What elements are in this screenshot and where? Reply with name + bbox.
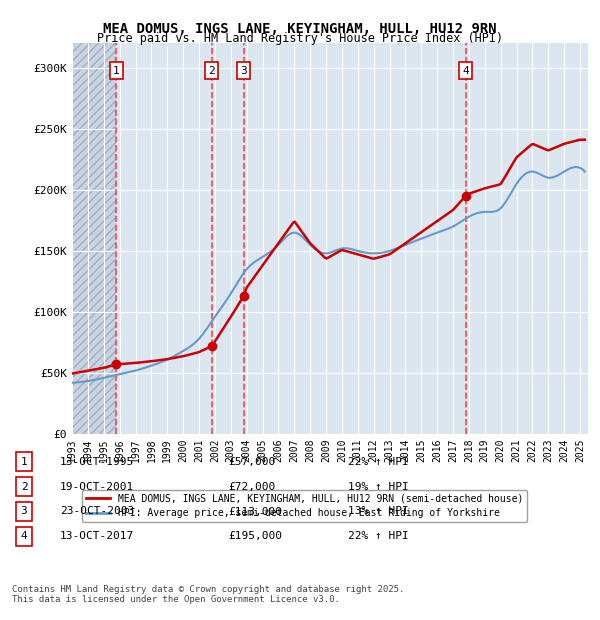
Text: 1: 1 <box>20 457 28 467</box>
Text: 4: 4 <box>20 531 28 541</box>
Text: MEA DOMUS, INGS LANE, KEYINGHAM, HULL, HU12 9RN: MEA DOMUS, INGS LANE, KEYINGHAM, HULL, H… <box>103 22 497 36</box>
Text: 2: 2 <box>20 482 28 492</box>
Text: Contains HM Land Registry data © Crown copyright and database right 2025.
This d: Contains HM Land Registry data © Crown c… <box>12 585 404 604</box>
Legend: MEA DOMUS, INGS LANE, KEYINGHAM, HULL, HU12 9RN (semi-detached house), HPI: Aver: MEA DOMUS, INGS LANE, KEYINGHAM, HULL, H… <box>82 490 527 522</box>
Text: £113,000: £113,000 <box>228 507 282 516</box>
Text: 13% ↑ HPI: 13% ↑ HPI <box>348 507 409 516</box>
Text: 19-OCT-2001: 19-OCT-2001 <box>60 482 134 492</box>
Bar <box>72 43 116 434</box>
Text: 22% ↑ HPI: 22% ↑ HPI <box>348 457 409 467</box>
Text: Price paid vs. HM Land Registry's House Price Index (HPI): Price paid vs. HM Land Registry's House … <box>97 32 503 45</box>
Text: 1: 1 <box>113 66 119 76</box>
Text: 3: 3 <box>240 66 247 76</box>
Text: 3: 3 <box>20 507 28 516</box>
Text: £57,000: £57,000 <box>228 457 275 467</box>
Text: £72,000: £72,000 <box>228 482 275 492</box>
Text: 22% ↑ HPI: 22% ↑ HPI <box>348 531 409 541</box>
Text: £195,000: £195,000 <box>228 531 282 541</box>
Text: 13-OCT-2017: 13-OCT-2017 <box>60 531 134 541</box>
Text: 13-OCT-1995: 13-OCT-1995 <box>60 457 134 467</box>
Text: 23-OCT-2003: 23-OCT-2003 <box>60 507 134 516</box>
Text: 4: 4 <box>462 66 469 76</box>
Text: 2: 2 <box>208 66 215 76</box>
Text: 19% ↑ HPI: 19% ↑ HPI <box>348 482 409 492</box>
